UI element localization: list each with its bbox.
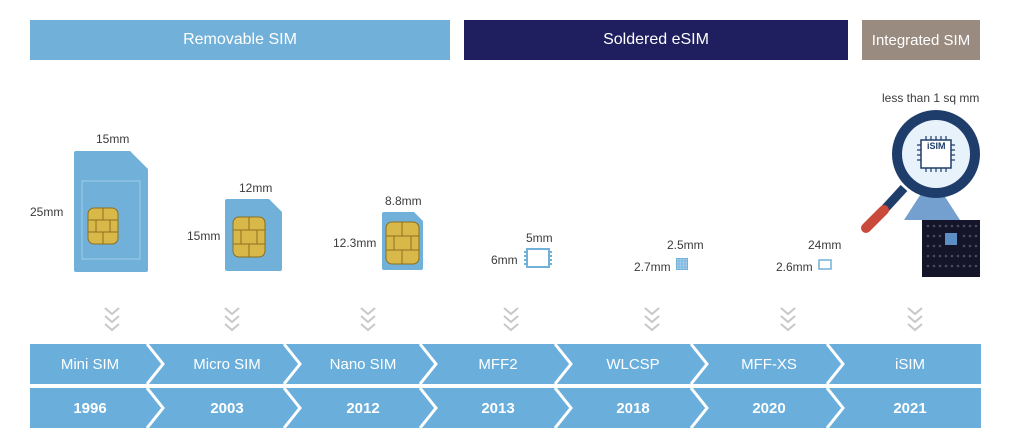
timeline-year: 2018 <box>616 399 650 417</box>
integrated-sim-band: Integrated SIM <box>862 20 980 60</box>
chevron-down-icon <box>503 307 519 332</box>
arrow-separator <box>418 388 438 428</box>
mff2-height-label: 6mm <box>491 253 518 267</box>
arrow-separator <box>282 388 302 428</box>
removable-sim-band: Removable SIM <box>30 20 450 60</box>
arrow-separator <box>145 388 165 428</box>
nano-sim-card-icon <box>382 212 423 270</box>
arrow-separator <box>689 388 709 428</box>
arrow-separator <box>553 344 573 384</box>
arrow-separator <box>553 388 573 428</box>
chevron-down-icon <box>104 307 120 332</box>
nano-sim-height-label: 12.3mm <box>333 236 377 250</box>
timeline-name: Mini SIM <box>60 355 120 373</box>
mff-xs-height-label: 2.6mm <box>776 260 813 274</box>
timeline-name: Nano SIM <box>329 355 397 373</box>
mini-sim-height-label: 25mm <box>30 205 64 219</box>
mff-xs-chip-icon <box>818 259 832 270</box>
timeline-name: MFF-XS <box>741 355 797 373</box>
arrow-separator <box>418 344 438 384</box>
timeline-year: 2012 <box>346 399 380 417</box>
mini-sim-width-label: 15mm <box>96 132 130 146</box>
mff-xs-width-label: 24mm <box>808 238 842 252</box>
isim-size-note: less than 1 sq mm <box>882 91 980 105</box>
chevron-down-icon <box>780 307 796 332</box>
arrow-separator <box>825 388 845 428</box>
nano-sim-width-label: 8.8mm <box>385 194 422 208</box>
wlcsp-width-label: 2.5mm <box>667 238 704 252</box>
timeline-year: 2020 <box>752 399 786 417</box>
wlcsp-height-label: 2.7mm <box>634 260 671 274</box>
timeline-year: 1996 <box>73 399 107 417</box>
mff2-width-label: 5mm <box>526 231 553 245</box>
isim-chip-label: iSIM <box>927 141 946 151</box>
arrow-separator <box>145 344 165 384</box>
mini-sim-card-icon <box>74 151 148 272</box>
micro-sim-card-icon <box>225 199 282 271</box>
mff2-chip-icon <box>524 248 552 268</box>
timeline-names-row: Mini SIM Micro SIM Nano SIM MFF2 WLCSP M… <box>30 344 981 384</box>
micro-sim-width-label: 12mm <box>239 181 273 195</box>
micro-sim-height-label: 15mm <box>187 229 221 243</box>
arrow-separator <box>282 344 302 384</box>
chevron-down-icon <box>907 307 923 332</box>
wlcsp-chip-icon <box>676 258 688 270</box>
chevron-down-icon <box>360 307 376 332</box>
chevron-down-icon <box>644 307 660 332</box>
timeline-name: iSIM <box>895 355 925 373</box>
timeline-name: Micro SIM <box>193 355 261 373</box>
isim-magnifier-illustration <box>861 110 980 277</box>
arrow-separator <box>689 344 709 384</box>
timeline-year: 2021 <box>893 399 927 417</box>
timeline-name: MFF2 <box>478 355 518 373</box>
timeline-year: 2013 <box>481 399 515 417</box>
timeline-years-row: 1996 2003 2012 2013 2018 2020 2021 <box>30 388 981 428</box>
timeline-year: 2003 <box>210 399 244 417</box>
arrow-separator <box>825 344 845 384</box>
soldered-esim-band: Soldered eSIM <box>464 20 848 60</box>
timeline-name: WLCSP <box>606 355 660 373</box>
chevron-down-icon <box>224 307 240 332</box>
